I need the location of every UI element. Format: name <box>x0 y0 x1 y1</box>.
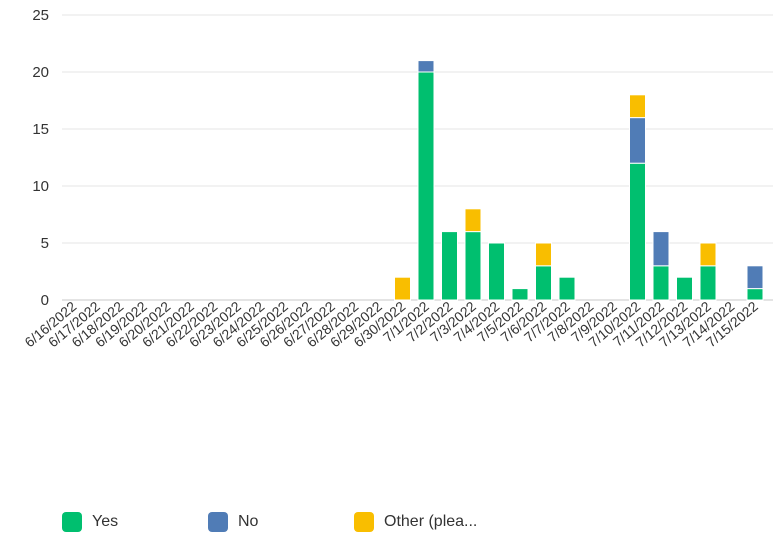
bar-segment[interactable] <box>699 265 717 301</box>
legend-item-no[interactable]: No <box>208 512 354 532</box>
bar-segment[interactable] <box>558 276 576 301</box>
bar-segment[interactable] <box>676 276 693 301</box>
legend-swatch-yes <box>62 512 82 532</box>
x-axis-ticks: 6/16/20226/17/20226/18/20226/19/20226/20… <box>21 298 761 350</box>
legend-label-other: Other (plea... <box>384 513 478 530</box>
y-axis-ticks: 0 5 10 15 20 25 <box>32 7 49 309</box>
legend-item-yes[interactable]: Yes <box>62 512 208 532</box>
bar-segment[interactable] <box>535 242 552 267</box>
bar-segment[interactable] <box>464 208 482 233</box>
legend: Yes No Other (plea... <box>62 512 477 532</box>
legend-item-other[interactable]: Other (plea... <box>354 512 477 532</box>
y-tick-label: 0 <box>41 292 49 309</box>
bar-segment[interactable] <box>652 231 670 267</box>
bar-segment[interactable] <box>629 117 646 164</box>
legend-swatch-no <box>208 512 228 532</box>
bar-segment[interactable] <box>417 71 435 301</box>
bar-segment[interactable] <box>394 276 411 301</box>
y-tick-label: 5 <box>41 235 49 252</box>
bar-segment[interactable] <box>629 94 646 119</box>
y-tick-label: 20 <box>32 64 49 81</box>
bar-segment[interactable] <box>652 265 670 301</box>
bars <box>394 60 764 301</box>
bar-segment[interactable] <box>441 231 458 301</box>
bar-segment[interactable] <box>488 242 505 301</box>
legend-label-yes: Yes <box>92 513 119 530</box>
bar-segment[interactable] <box>535 265 552 301</box>
y-tick-label: 10 <box>32 178 49 195</box>
bar-segment[interactable] <box>417 60 435 73</box>
y-tick-label: 25 <box>32 7 49 24</box>
bar-segment[interactable] <box>464 231 482 301</box>
bar-segment[interactable] <box>746 265 764 290</box>
y-tick-label: 15 <box>32 121 49 138</box>
legend-label-no: No <box>238 513 259 530</box>
legend-swatch-other <box>354 512 374 532</box>
bar-segment[interactable] <box>699 242 717 267</box>
bar-segment[interactable] <box>629 162 646 301</box>
bar-segment[interactable] <box>511 288 529 301</box>
